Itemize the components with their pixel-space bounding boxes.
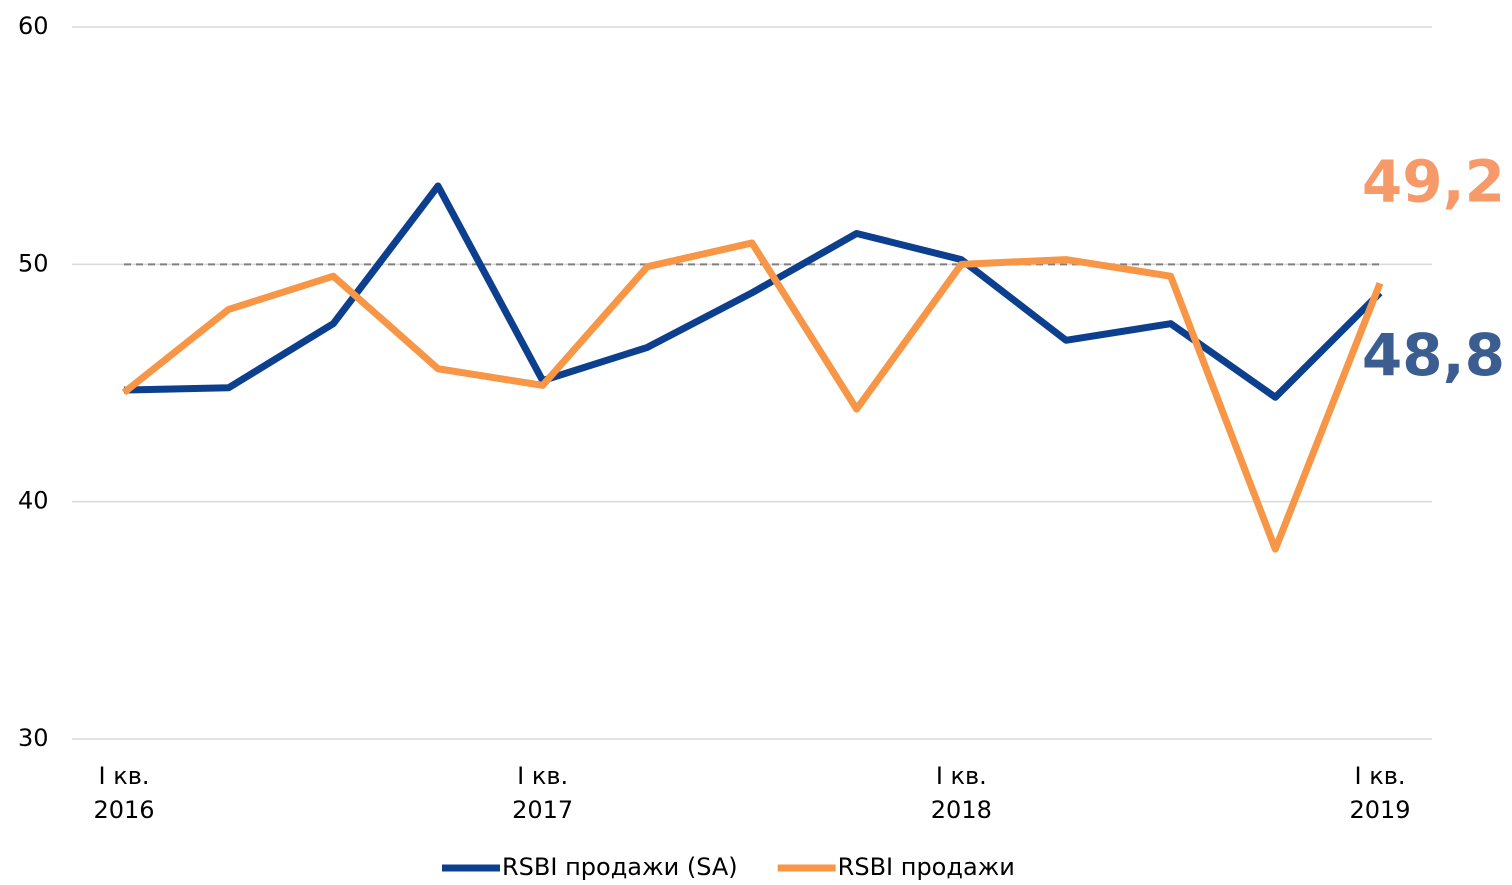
y-tick-label: 50 (18, 249, 49, 277)
x-tick-label: I кв. 2018 (930, 762, 992, 824)
series-line (123, 182, 1383, 401)
data-label: 49,2 (1362, 147, 1505, 215)
x-tick-label: I кв. 2017 (512, 762, 574, 824)
x-tick-label: I кв. 2019 (1349, 762, 1411, 824)
y-tick-label: 60 (18, 12, 49, 40)
legend-label: RSBI продажи (838, 853, 1015, 881)
data-label: 48,8 (1362, 321, 1505, 389)
y-tick-label: 30 (18, 724, 49, 752)
y-tick-label: 40 (18, 487, 49, 515)
series-line (121, 239, 1384, 553)
legend-label: RSBI продажи (SA) (502, 853, 738, 881)
x-tick-label: I кв. 2016 (93, 762, 155, 824)
